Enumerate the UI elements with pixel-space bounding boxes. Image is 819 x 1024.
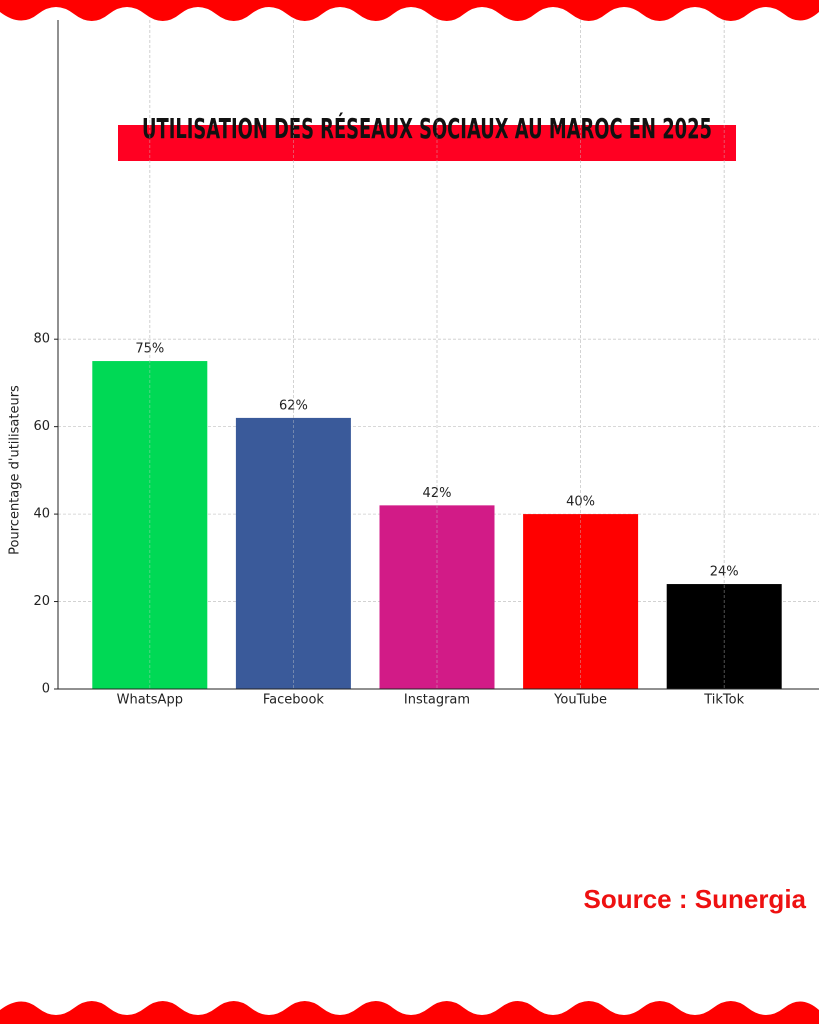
y-tick-label: 20 (33, 594, 50, 609)
value-label: 42% (423, 486, 452, 501)
source-note: Source : Sunergia (584, 884, 807, 914)
x-tick-label: TikTok (703, 693, 744, 708)
x-tick-label: Instagram (404, 693, 470, 708)
bottom-wave-border (0, 1001, 819, 1024)
title-banner (118, 125, 736, 161)
x-tick-label: WhatsApp (117, 693, 183, 708)
x-tick-label: Facebook (263, 693, 325, 708)
value-label: 75% (135, 342, 164, 357)
top-wave-border (0, 0, 819, 21)
y-tick-label: 60 (33, 419, 50, 434)
x-tick-label: YouTube (553, 693, 607, 708)
y-axis-label: Pourcentage d'utilisateurs (8, 385, 23, 555)
y-tick-label: 0 (42, 682, 50, 697)
y-tick-label: 40 (33, 507, 50, 522)
y-tick-label: 80 (33, 332, 50, 347)
bar (235, 417, 351, 689)
chart-title: UTILISATION DES RÉSEAUX SOCIAUX AU MAROC… (142, 111, 712, 145)
